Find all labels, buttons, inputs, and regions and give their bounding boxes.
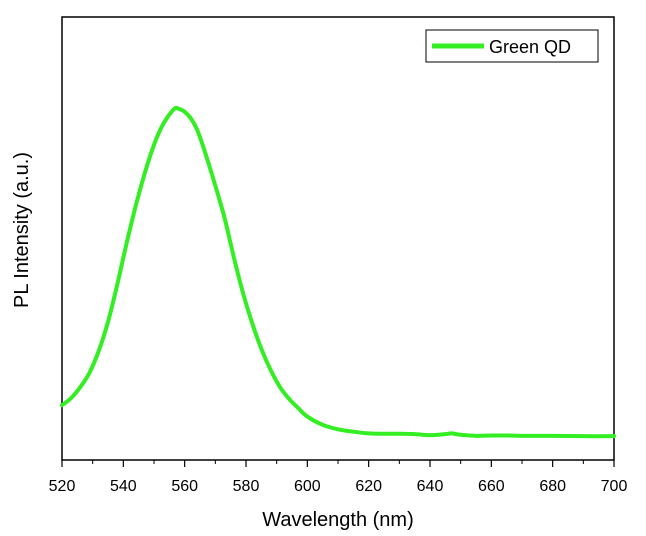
x-tick-label: 600	[294, 478, 321, 495]
x-tick-label: 520	[49, 478, 76, 495]
plot-area	[61, 16, 615, 461]
series-line-green-qd	[60, 105, 616, 439]
x-tick-label: 640	[417, 478, 444, 495]
x-tick-label: 700	[601, 478, 628, 495]
series-layer	[60, 105, 616, 439]
plot-frame	[61, 16, 615, 461]
x-tick-label: 620	[355, 478, 382, 495]
y-axis-title: PL Intensity (a.u.)	[11, 152, 33, 308]
x-tick-label: 660	[478, 478, 505, 495]
legend-label-green-qd: Green QD	[489, 37, 571, 57]
x-axis-title: Wavelength (nm)	[262, 509, 414, 531]
legend: Green QD	[425, 29, 599, 63]
x-tick-label: 580	[233, 478, 260, 495]
x-axis-ticks: 520 540 560 580 600 620 640 660 680 700	[49, 460, 628, 495]
x-tick-label: 540	[110, 478, 137, 495]
x-tick-label: 560	[171, 478, 198, 495]
x-tick-label: 680	[539, 478, 566, 495]
